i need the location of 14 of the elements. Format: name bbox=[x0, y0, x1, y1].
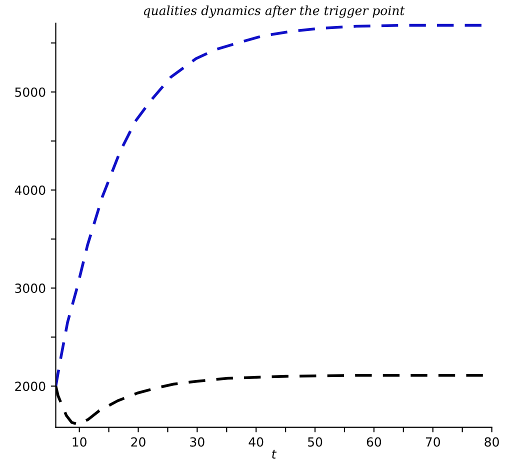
chart-title: qualities dynamics after the trigger point bbox=[144, 6, 405, 18]
y-tick-label: 5000 bbox=[15, 87, 46, 97]
x-tick-label: 50 bbox=[308, 437, 322, 447]
x-tick-label: 10 bbox=[72, 437, 86, 447]
y-tick-label: 4000 bbox=[14, 186, 46, 195]
x-tick-label: 40 bbox=[248, 437, 264, 447]
x-tick-label: 70 bbox=[426, 437, 440, 447]
y-tick-label: 2000 bbox=[15, 382, 46, 392]
x-tick-label: 60 bbox=[366, 437, 382, 447]
x-tick-label: 30 bbox=[190, 437, 204, 447]
x-tick-label: 80 bbox=[484, 437, 499, 447]
x-tick-label: 20 bbox=[131, 437, 146, 447]
y-tick-label: 3000 bbox=[15, 284, 46, 294]
x-axis-title: t bbox=[272, 450, 277, 459]
